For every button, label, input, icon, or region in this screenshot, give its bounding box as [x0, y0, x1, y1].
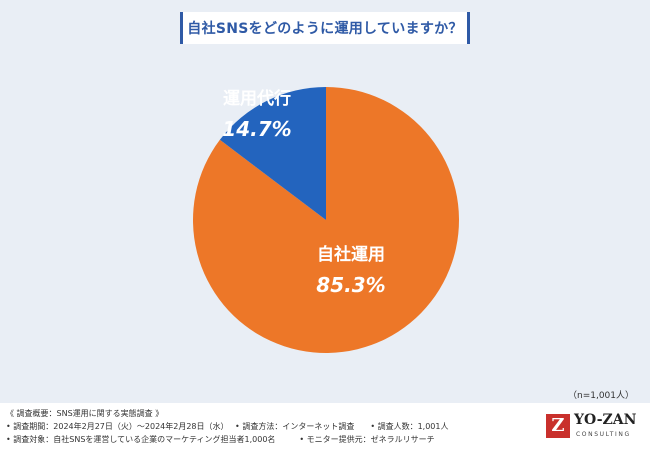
pie-slice-outsourced: [219, 87, 326, 220]
pie-slices: [192, 87, 459, 354]
yozan-logo: Z YO-ZAN CONSULTING: [546, 412, 636, 444]
sample-size-label: （n=1,001人）: [567, 391, 634, 401]
slice-label-in-house: 自社運用: [317, 244, 385, 265]
pie-slice-in-house: [192, 87, 459, 354]
survey-target-provider: • 調査対象：自社SNSを運営している企業のマーケティング担当者1,000名 •…: [6, 435, 435, 444]
slice-value-in-house: 85.3%: [316, 273, 385, 297]
pie-labels: 自社運用 85.3% 運用代行 14.7%: [222, 88, 385, 297]
logo-mark-icon: Z: [546, 414, 570, 438]
logo-name: YO-ZAN: [574, 412, 637, 428]
slice-label-outsourced: 運用代行: [223, 88, 291, 109]
title-box: 自社SNSをどのように運用していますか？: [180, 12, 470, 44]
survey-period-method: • 調査期間：2024年2月27日（火）～2024年2月28日（水） • 調査方…: [6, 422, 449, 431]
survey-overview: 《 調査概要：SNS運用に関する実態調査 》: [6, 409, 164, 418]
pie-chart: 自社運用 85.3% 運用代行 14.7%: [192, 87, 459, 354]
slice-value-outsourced: 14.7%: [222, 117, 291, 141]
logo-subtitle: CONSULTING: [576, 431, 631, 438]
survey-footer: 《 調査概要：SNS運用に関する実態調査 》 • 調査期間：2024年2月27日…: [0, 403, 650, 450]
chart-title: 自社SNSをどのように運用していますか？: [187, 21, 463, 37]
